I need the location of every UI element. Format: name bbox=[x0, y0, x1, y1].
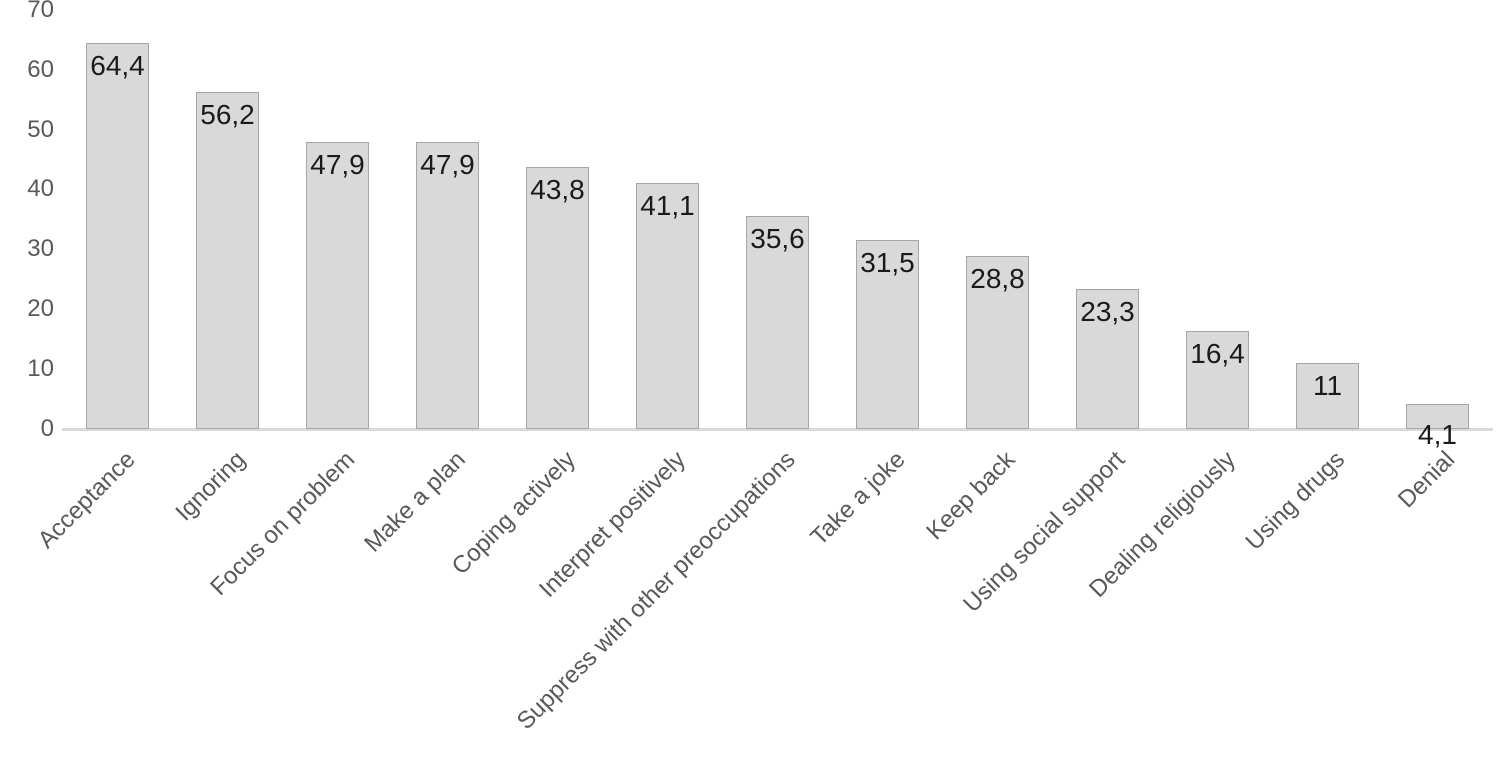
bar-value-label: 35,6 bbox=[750, 222, 805, 254]
bar bbox=[966, 256, 1029, 429]
x-category-label: Ignoring bbox=[170, 446, 251, 527]
y-axis-tick-label: 40 bbox=[27, 175, 54, 203]
bar-value-label: 4,1 bbox=[1418, 419, 1457, 451]
bar-value-label: 64,4 bbox=[90, 50, 145, 82]
bar-value-label: 28,8 bbox=[970, 263, 1025, 295]
bar bbox=[1296, 363, 1359, 429]
x-axis-line bbox=[62, 428, 1493, 431]
bar bbox=[1186, 330, 1249, 429]
bar-value-label: 31,5 bbox=[860, 247, 915, 279]
bar bbox=[306, 142, 369, 429]
bar-value-label: 47,9 bbox=[310, 149, 365, 181]
bar bbox=[526, 166, 589, 429]
y-axis-tick-label: 30 bbox=[27, 235, 54, 263]
bar-value-label: 47,9 bbox=[420, 149, 475, 181]
y-axis-tick-label: 10 bbox=[27, 355, 54, 383]
bar bbox=[1076, 289, 1139, 429]
y-axis-tick-label: 20 bbox=[27, 295, 54, 323]
x-category-label: Make a plan bbox=[359, 446, 471, 558]
x-category-label: Take a joke bbox=[805, 446, 911, 551]
bar bbox=[746, 215, 809, 429]
y-axis-tick-label: 70 bbox=[27, 0, 54, 23]
y-axis-tick-label: 50 bbox=[27, 115, 54, 143]
bar-value-label: 41,1 bbox=[640, 189, 695, 221]
bar-value-label: 16,4 bbox=[1190, 337, 1245, 369]
y-axis-tick-label: 0 bbox=[40, 415, 54, 442]
bar bbox=[1406, 404, 1469, 429]
bar-value-label: 56,2 bbox=[200, 99, 255, 131]
y-axis-tick-label: 60 bbox=[27, 55, 54, 83]
x-category-label: Keep back bbox=[921, 446, 1021, 546]
bar bbox=[416, 142, 479, 429]
bar bbox=[856, 240, 919, 429]
x-category-label: Using drugs bbox=[1240, 446, 1351, 556]
bar-value-label: 43,8 bbox=[530, 173, 585, 205]
bar bbox=[196, 92, 259, 429]
x-category-label: Acceptance bbox=[32, 446, 141, 554]
bar bbox=[636, 182, 699, 429]
bar-value-label: 23,3 bbox=[1080, 296, 1135, 328]
x-category-label: Denial bbox=[1393, 446, 1461, 514]
bar bbox=[86, 43, 149, 429]
bar-value-label: 11 bbox=[1312, 370, 1343, 402]
